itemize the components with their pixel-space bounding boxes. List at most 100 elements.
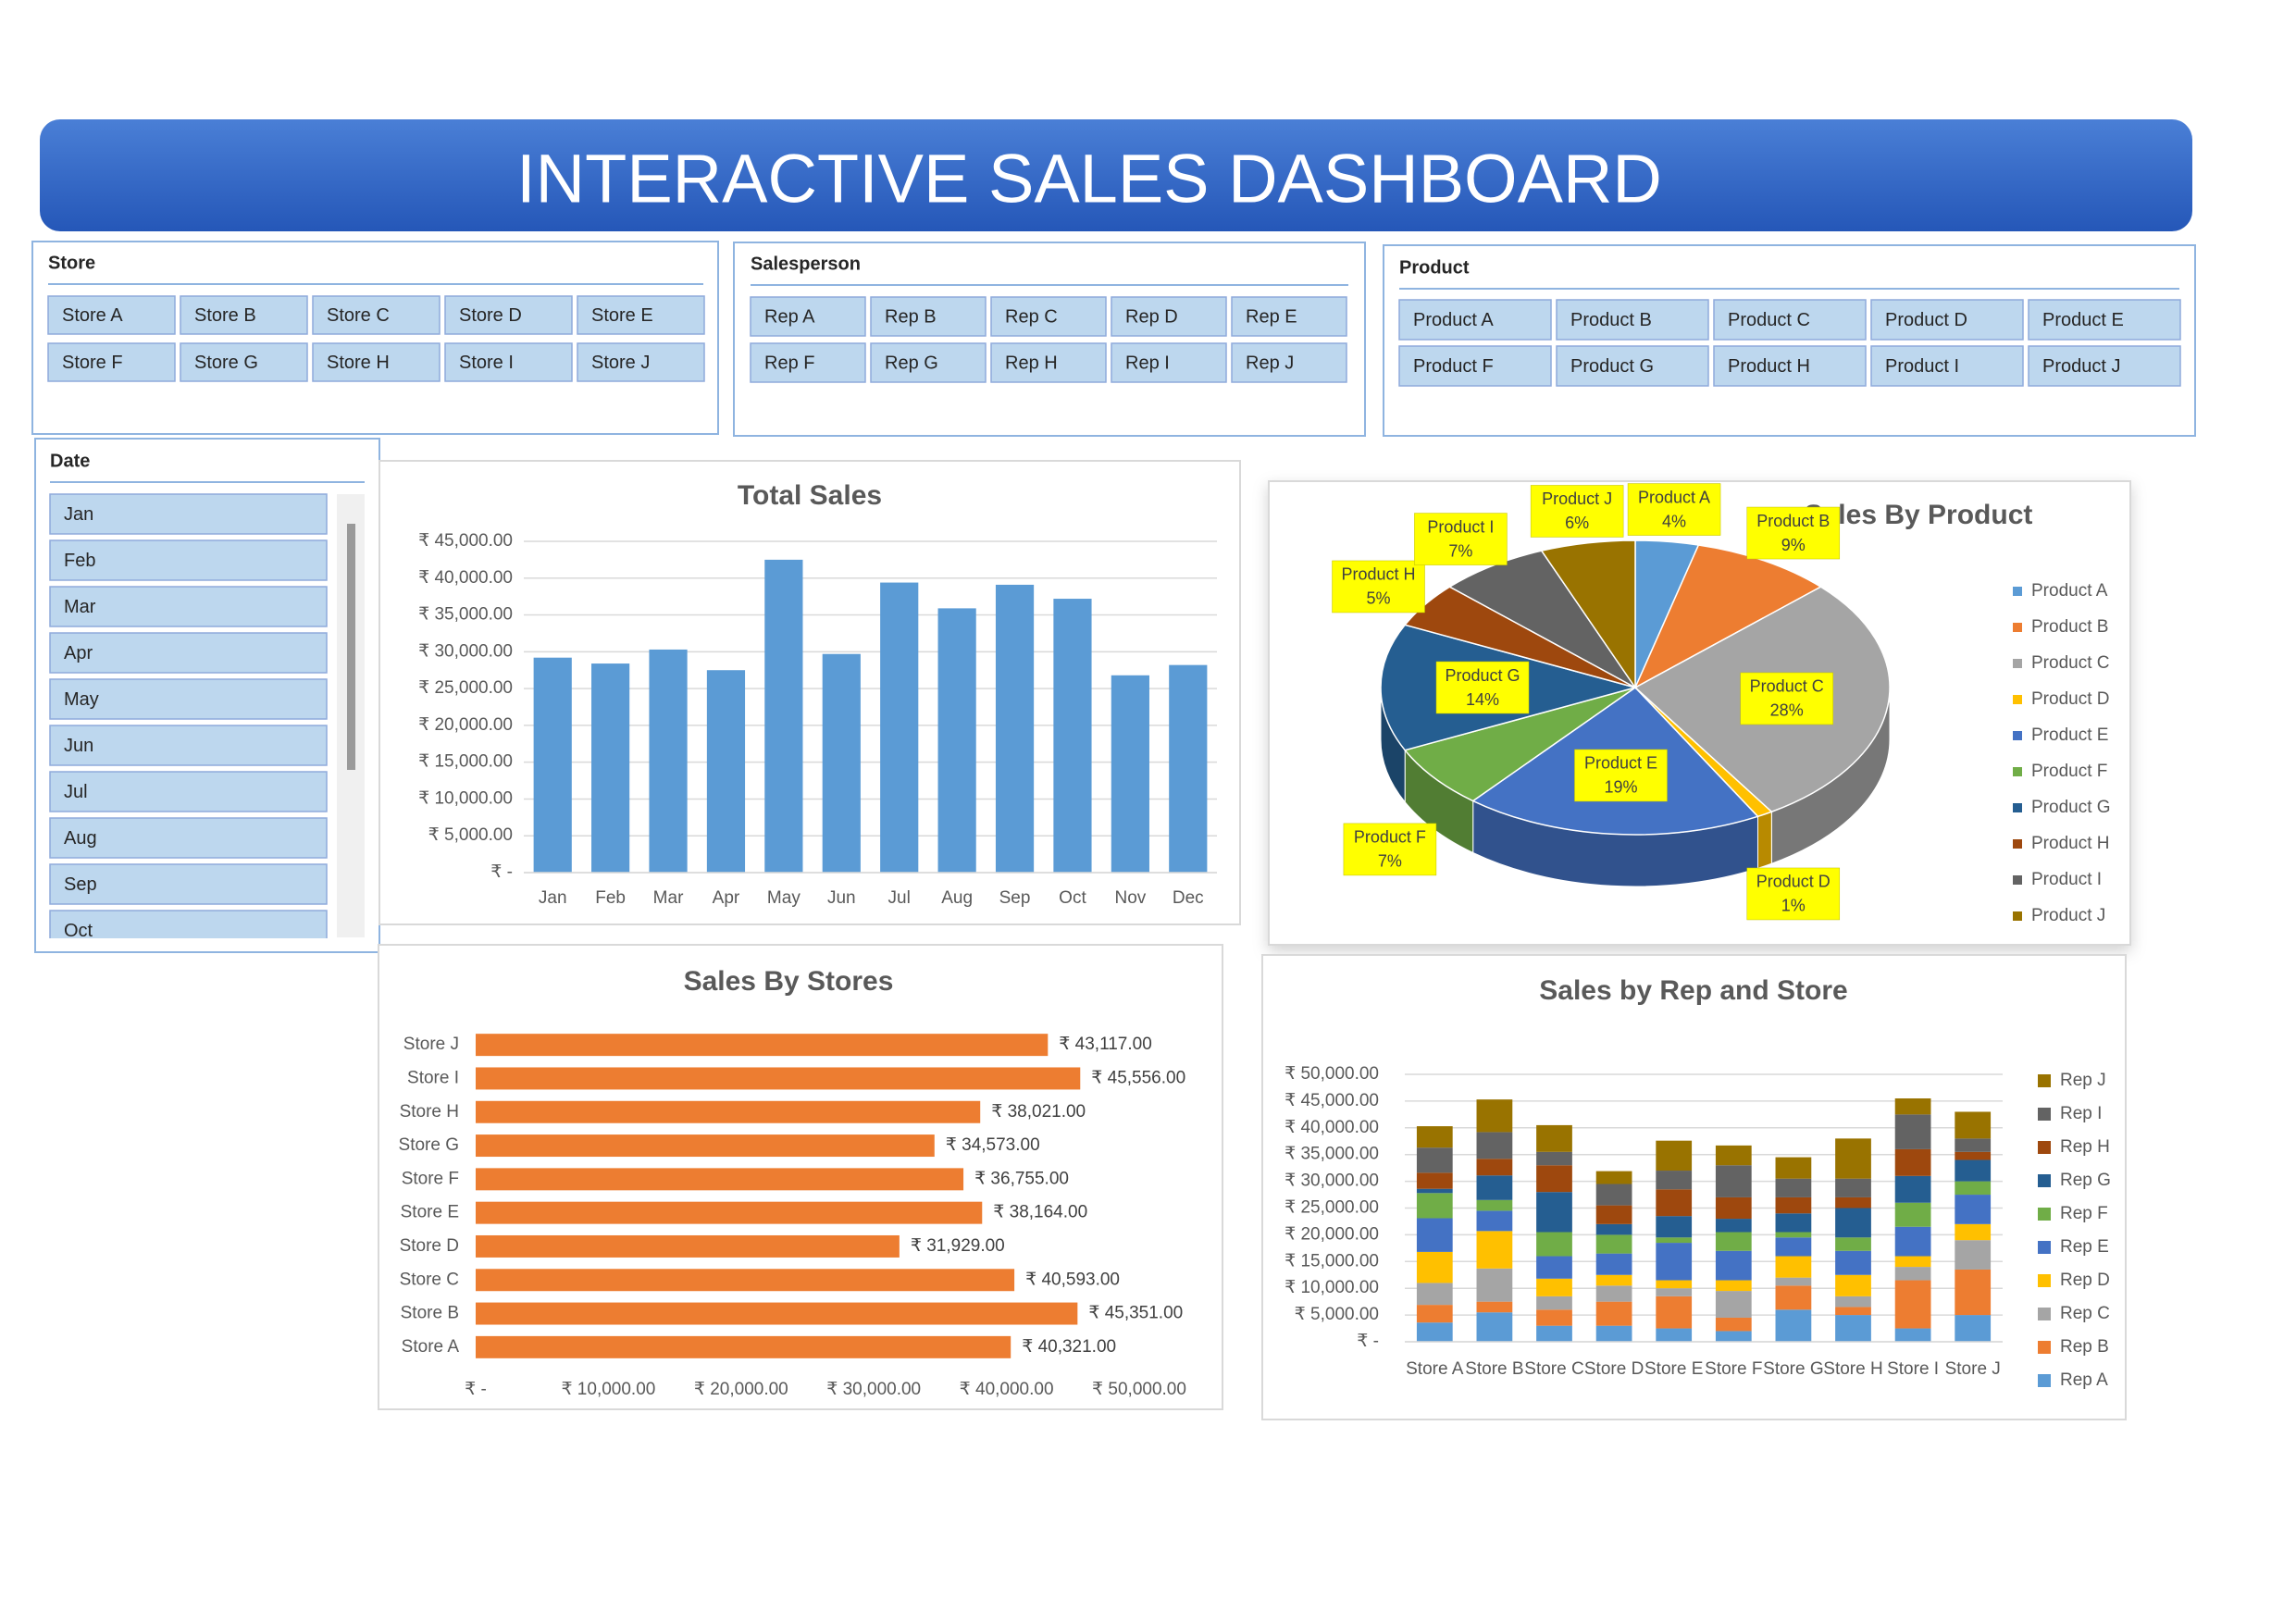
slicer-button-label[interactable]: Product J bbox=[2042, 356, 2120, 377]
slicer-button[interactable] bbox=[47, 295, 176, 335]
slicer-button-label[interactable]: Feb bbox=[64, 551, 95, 571]
slicer-button-label[interactable]: Product G bbox=[1570, 356, 1654, 377]
slicer-button-label[interactable]: Rep B bbox=[885, 306, 937, 327]
slicer-button-label[interactable]: Oct bbox=[64, 921, 93, 941]
slicer-button[interactable] bbox=[49, 493, 328, 535]
slicer-button[interactable] bbox=[444, 295, 573, 335]
slicer-button[interactable] bbox=[870, 296, 987, 337]
bar-segment bbox=[1656, 1140, 1693, 1172]
slicer-button[interactable] bbox=[1556, 299, 1709, 341]
slicer-button-label[interactable]: Rep C bbox=[1005, 306, 1058, 327]
slicer-button[interactable] bbox=[49, 678, 328, 720]
slicer-button[interactable] bbox=[49, 586, 328, 627]
slicer-button[interactable] bbox=[312, 342, 441, 382]
x-tick-label: ₹ 10,000.00 bbox=[561, 1380, 655, 1399]
slicer-button[interactable] bbox=[1713, 345, 1867, 387]
slicer-button[interactable] bbox=[1398, 299, 1552, 341]
slicer-button-label[interactable]: Store F bbox=[62, 353, 123, 373]
slicer-button-label[interactable]: May bbox=[64, 689, 99, 710]
scrollbar-thumb[interactable] bbox=[347, 524, 355, 770]
slicer-button-label[interactable]: Product C bbox=[1728, 310, 1810, 330]
slicer-button[interactable] bbox=[1111, 296, 1227, 337]
slicer-button[interactable] bbox=[1231, 342, 1347, 383]
legend-swatch bbox=[2038, 1341, 2051, 1354]
slicer-button-label[interactable]: Store D bbox=[459, 305, 522, 326]
slicer-button[interactable] bbox=[990, 342, 1107, 383]
slicer-button-label[interactable]: Sep bbox=[64, 874, 97, 895]
bar-segment bbox=[1775, 1285, 1812, 1310]
data-label: ₹ 45,556.00 bbox=[1091, 1068, 1185, 1087]
slicer-button-label[interactable]: Rep A bbox=[764, 306, 815, 327]
slicer-button[interactable] bbox=[1231, 296, 1347, 337]
bar-segment bbox=[1715, 1250, 1752, 1281]
slicer-button-label[interactable]: Product H bbox=[1728, 356, 1810, 377]
slicer-button[interactable] bbox=[750, 342, 866, 383]
slicer-button[interactable] bbox=[49, 632, 328, 674]
slicer-button[interactable] bbox=[49, 725, 328, 766]
legend-swatch bbox=[2013, 911, 2022, 921]
y-tick-label: Store H bbox=[400, 1102, 459, 1122]
data-label-box bbox=[1530, 485, 1624, 538]
bar-segment bbox=[1476, 1301, 1513, 1313]
slicer-button-label[interactable]: Rep D bbox=[1125, 306, 1178, 327]
bar-segment bbox=[1955, 1151, 1992, 1160]
slicer-button[interactable] bbox=[444, 342, 573, 382]
slicer-button[interactable] bbox=[180, 342, 308, 382]
x-tick-label: Jan bbox=[539, 888, 567, 908]
slicer-button[interactable] bbox=[312, 295, 441, 335]
slicer-button[interactable] bbox=[577, 342, 705, 382]
slicer-button-label[interactable]: Mar bbox=[64, 597, 96, 617]
slicer-button-label[interactable]: Product D bbox=[1885, 310, 1967, 330]
slicer-button[interactable] bbox=[47, 342, 176, 382]
slicer-button[interactable] bbox=[49, 539, 328, 581]
slicer-button[interactable] bbox=[1713, 299, 1867, 341]
slicer-button-label[interactable]: Store A bbox=[62, 305, 123, 326]
legend-swatch bbox=[2013, 803, 2022, 812]
slicer-button[interactable] bbox=[49, 771, 328, 812]
slicer-button-label[interactable]: Product E bbox=[2042, 310, 2124, 330]
slicer-button-label[interactable]: Jun bbox=[64, 736, 93, 756]
slicer-button-label[interactable]: Apr bbox=[64, 643, 93, 663]
slicer-button-label[interactable]: Rep E bbox=[1246, 306, 1297, 327]
slicer-button-label[interactable]: Store H bbox=[327, 353, 390, 373]
slicer-button[interactable] bbox=[1870, 345, 2024, 387]
slicer-button[interactable] bbox=[1870, 299, 2024, 341]
slicer-button-label[interactable]: Store I bbox=[459, 353, 514, 373]
slicer-button-label[interactable]: Product F bbox=[1413, 356, 1494, 377]
slicer-button-label[interactable]: Store G bbox=[194, 353, 258, 373]
slicer-button-label[interactable]: Jul bbox=[64, 782, 88, 802]
slicer-button-label[interactable]: Store J bbox=[591, 353, 650, 373]
slicer-button-label[interactable]: Jan bbox=[64, 504, 93, 525]
slicer-button-label[interactable]: Rep F bbox=[764, 353, 814, 373]
slicer-button[interactable] bbox=[750, 296, 866, 337]
slicer-button[interactable] bbox=[870, 342, 987, 383]
slicer-button-label[interactable]: Product A bbox=[1413, 310, 1494, 330]
bar-segment bbox=[1835, 1196, 1871, 1209]
slicer-button-label[interactable]: Store B bbox=[194, 305, 256, 326]
y-tick-label: ₹ 35,000.00 bbox=[1285, 1145, 1379, 1164]
slicer-button[interactable] bbox=[2028, 299, 2181, 341]
slicer-button[interactable] bbox=[1398, 345, 1552, 387]
slicer-button-label[interactable]: Product I bbox=[1885, 356, 1959, 377]
slicer-button-label[interactable]: Product B bbox=[1570, 310, 1652, 330]
slicer-button-label[interactable]: Aug bbox=[64, 828, 97, 849]
y-tick-label: ₹ 30,000.00 bbox=[418, 641, 513, 661]
slicer-button-label[interactable]: Rep I bbox=[1125, 353, 1170, 373]
slicer-button-label[interactable]: Rep H bbox=[1005, 353, 1058, 373]
x-tick-label: Oct bbox=[1059, 888, 1086, 908]
slicer-button[interactable] bbox=[1556, 345, 1709, 387]
slicer-button-label[interactable]: Rep J bbox=[1246, 353, 1294, 373]
slicer-button[interactable] bbox=[180, 295, 308, 335]
slicer-button[interactable] bbox=[1111, 342, 1227, 383]
y-tick-label: Store E bbox=[401, 1203, 459, 1222]
x-tick-label: Store G bbox=[1763, 1359, 1823, 1379]
slicer-button[interactable] bbox=[577, 295, 705, 335]
slicer-button[interactable] bbox=[2028, 345, 2181, 387]
slicer-button[interactable] bbox=[990, 296, 1107, 337]
slicer-button-label[interactable]: Store C bbox=[327, 305, 390, 326]
slicer-button[interactable] bbox=[49, 863, 328, 905]
slicer-button[interactable] bbox=[49, 910, 328, 950]
slicer-button[interactable] bbox=[49, 817, 328, 859]
slicer-button-label[interactable]: Rep G bbox=[885, 353, 938, 373]
slicer-button-label[interactable]: Store E bbox=[591, 305, 653, 326]
